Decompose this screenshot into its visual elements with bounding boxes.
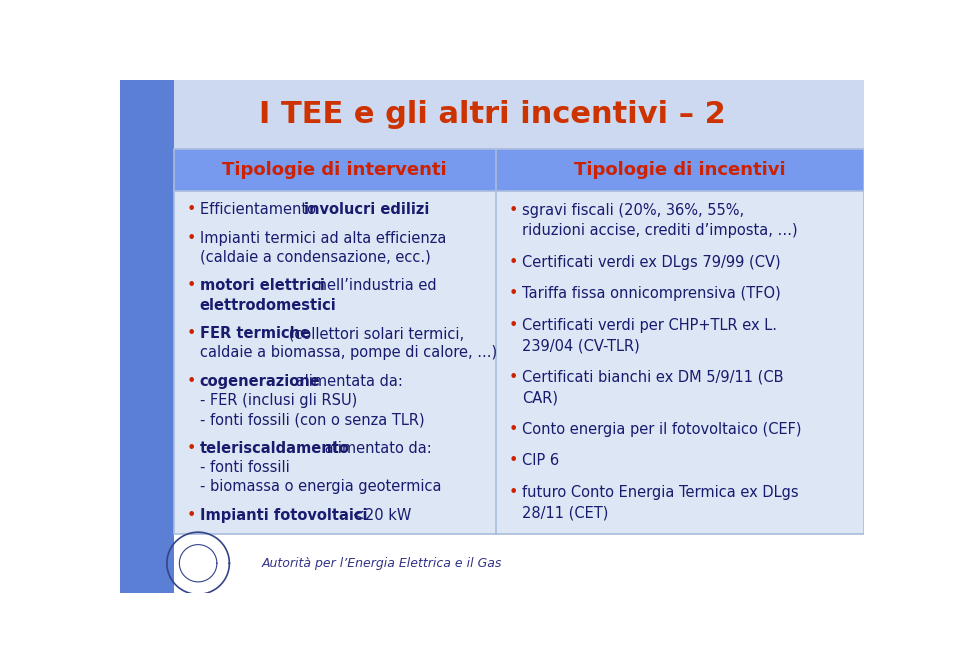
Text: FER termiche: FER termiche	[200, 326, 310, 341]
Text: Tipologie di incentivi: Tipologie di incentivi	[574, 161, 785, 179]
FancyBboxPatch shape	[174, 149, 495, 191]
Text: Tipologie di interventi: Tipologie di interventi	[223, 161, 447, 179]
Text: CAR): CAR)	[522, 391, 558, 406]
Text: •: •	[186, 326, 196, 341]
Text: •: •	[186, 374, 196, 389]
Text: •: •	[186, 230, 196, 246]
Text: (collettori solari termici,: (collettori solari termici,	[284, 326, 465, 341]
Text: Certificati verdi ex DLgs 79/99 (CV): Certificati verdi ex DLgs 79/99 (CV)	[522, 255, 780, 270]
Text: sgravi fiscali (20%, 36%, 55%,: sgravi fiscali (20%, 36%, 55%,	[522, 202, 744, 218]
Text: teleriscaldamento: teleriscaldamento	[200, 441, 349, 456]
FancyBboxPatch shape	[495, 149, 864, 191]
Text: •: •	[186, 441, 196, 456]
Text: Certificati verdi per CHP+TLR ex L.: Certificati verdi per CHP+TLR ex L.	[522, 318, 777, 332]
Text: <20 kW: <20 kW	[348, 507, 412, 523]
Text: alimentato da:: alimentato da:	[320, 441, 431, 456]
Text: 239/04 (CV-TLR): 239/04 (CV-TLR)	[522, 338, 639, 354]
Text: riduzioni accise, crediti d’imposta, …): riduzioni accise, crediti d’imposta, …)	[522, 224, 798, 238]
Text: nell’industria ed: nell’industria ed	[313, 278, 437, 294]
Text: •: •	[509, 202, 517, 218]
Text: •: •	[509, 485, 517, 500]
Text: Impianti termici ad alta efficienza: Impianti termici ad alta efficienza	[200, 230, 446, 246]
Text: •: •	[509, 370, 517, 385]
Text: - fonti fossili: - fonti fossili	[200, 460, 289, 475]
Text: •: •	[509, 318, 517, 332]
Text: motori elettrici: motori elettrici	[200, 278, 324, 294]
Text: CIP 6: CIP 6	[522, 454, 559, 468]
Text: •: •	[509, 255, 517, 270]
Text: •: •	[509, 286, 517, 301]
Text: cogenerazione: cogenerazione	[200, 374, 321, 389]
Text: •: •	[509, 454, 517, 468]
Text: •: •	[186, 202, 196, 217]
Text: elettrodomestici: elettrodomestici	[200, 298, 336, 312]
Text: Certificati bianchi ex DM 5/9/11 (CB: Certificati bianchi ex DM 5/9/11 (CB	[522, 370, 783, 385]
Text: 28/11 (CET): 28/11 (CET)	[522, 505, 608, 521]
Text: involucri edilizi: involucri edilizi	[304, 202, 430, 217]
FancyBboxPatch shape	[120, 80, 174, 593]
Text: - biomassa o energia geotermica: - biomassa o energia geotermica	[200, 479, 441, 494]
Text: I TEE e gli altri incentivi – 2: I TEE e gli altri incentivi – 2	[258, 100, 726, 129]
Text: Conto energia per il fotovoltaico (CEF): Conto energia per il fotovoltaico (CEF)	[522, 422, 802, 437]
FancyBboxPatch shape	[174, 80, 864, 149]
Text: futuro Conto Energia Termica ex DLgs: futuro Conto Energia Termica ex DLgs	[522, 485, 799, 500]
Text: Tariffa fissa onnicomprensiva (TFO): Tariffa fissa onnicomprensiva (TFO)	[522, 286, 780, 301]
Text: (caldaie a condensazione, ecc.): (caldaie a condensazione, ecc.)	[200, 250, 430, 265]
Text: •: •	[509, 422, 517, 437]
Text: alimentata da:: alimentata da:	[292, 374, 403, 389]
Text: Impianti fotovoltaici: Impianti fotovoltaici	[200, 507, 367, 523]
Text: Autorità per l’Energia Elettrica e il Gas: Autorità per l’Energia Elettrica e il Ga…	[261, 557, 502, 569]
Text: - FER (inclusi gli RSU): - FER (inclusi gli RSU)	[200, 393, 357, 408]
Text: - fonti fossili (con o senza TLR): - fonti fossili (con o senza TLR)	[200, 412, 424, 427]
Text: caldaie a biomassa, pompe di calore, ...): caldaie a biomassa, pompe di calore, ...…	[200, 345, 496, 360]
Text: Efficientamento: Efficientamento	[200, 202, 321, 217]
FancyBboxPatch shape	[174, 149, 864, 533]
Text: •: •	[186, 278, 196, 294]
Text: •: •	[186, 507, 196, 523]
